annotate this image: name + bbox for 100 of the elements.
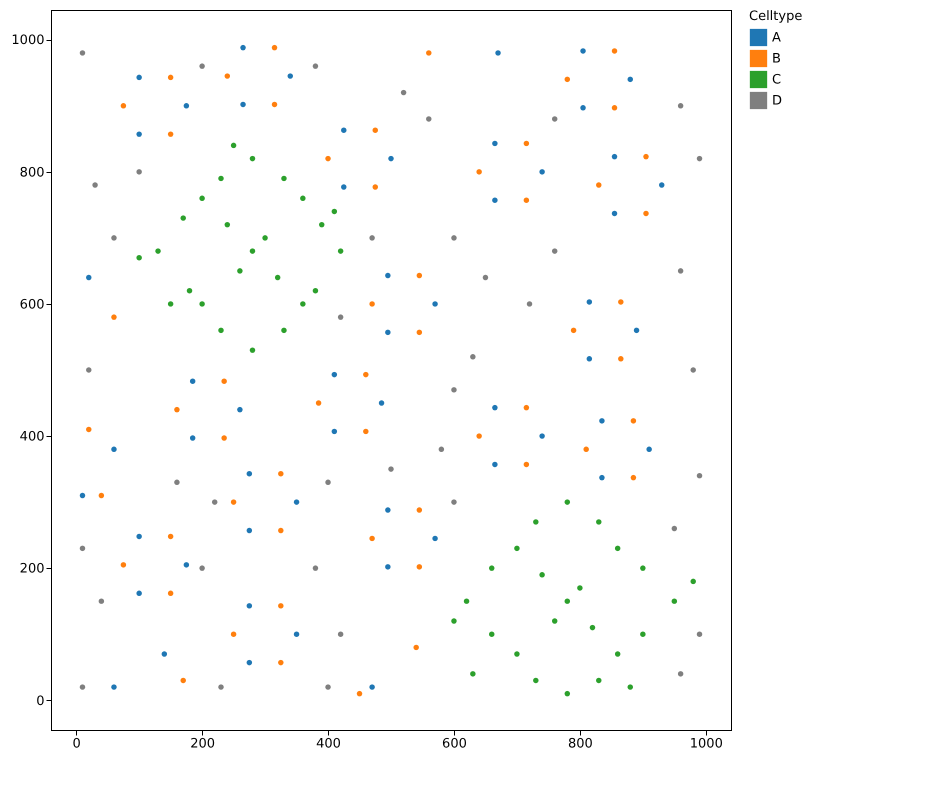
point	[278, 470, 284, 476]
y-tick-label: 400	[20, 430, 44, 445]
x-tick-label: 800	[568, 736, 593, 752]
point	[583, 446, 589, 452]
point	[338, 248, 344, 254]
point	[162, 651, 168, 657]
point	[696, 472, 702, 478]
x-tick-label: 0	[72, 736, 81, 752]
point	[577, 585, 583, 591]
point	[312, 565, 318, 571]
point	[451, 387, 457, 393]
point	[250, 347, 256, 353]
point	[168, 534, 174, 540]
point	[278, 603, 284, 609]
point	[246, 528, 252, 534]
point	[596, 182, 602, 188]
point	[539, 433, 545, 439]
point	[190, 435, 196, 441]
legend-label: C	[772, 72, 782, 88]
point	[533, 519, 539, 525]
point	[240, 102, 246, 108]
point	[612, 48, 618, 54]
point	[643, 154, 649, 160]
point	[470, 671, 476, 677]
point	[246, 660, 252, 666]
point	[464, 598, 470, 604]
point	[426, 50, 432, 56]
point	[612, 154, 618, 160]
point	[630, 418, 636, 424]
point	[470, 354, 476, 360]
point	[492, 198, 498, 203]
point	[451, 618, 457, 624]
point	[369, 235, 375, 241]
point	[199, 565, 205, 571]
point	[224, 73, 230, 79]
point	[416, 564, 422, 570]
point	[325, 156, 331, 162]
point	[524, 140, 530, 146]
point	[492, 462, 498, 468]
point	[230, 142, 236, 148]
point	[539, 572, 545, 578]
point	[341, 184, 347, 190]
point	[363, 428, 369, 434]
point	[552, 248, 558, 254]
legend-title: Celltype	[749, 9, 802, 24]
point	[570, 328, 576, 334]
point	[696, 156, 702, 162]
point	[168, 74, 174, 80]
point	[690, 367, 696, 373]
point	[356, 690, 362, 696]
point	[180, 678, 186, 684]
point	[224, 222, 230, 228]
point	[524, 462, 530, 468]
point	[184, 103, 190, 109]
point	[180, 215, 186, 221]
point	[300, 196, 306, 201]
point	[599, 474, 605, 480]
point	[199, 63, 205, 69]
point	[628, 76, 633, 82]
point	[432, 301, 438, 307]
point	[476, 169, 482, 175]
point	[678, 103, 684, 109]
point	[111, 684, 117, 690]
point	[378, 400, 384, 406]
point	[218, 328, 224, 334]
point	[630, 474, 636, 480]
point	[86, 274, 92, 280]
point	[369, 684, 375, 690]
point	[341, 127, 347, 133]
point	[492, 404, 498, 410]
point	[319, 222, 324, 228]
point	[640, 631, 646, 637]
point	[120, 562, 126, 568]
point	[552, 116, 558, 122]
point	[388, 156, 394, 162]
point	[212, 499, 218, 505]
point	[218, 684, 224, 690]
point	[400, 90, 406, 96]
point	[385, 272, 391, 278]
point	[489, 565, 494, 571]
point	[294, 499, 300, 505]
point	[281, 328, 287, 334]
point	[672, 526, 678, 532]
point	[580, 48, 586, 54]
point	[533, 678, 539, 684]
point	[385, 564, 391, 570]
point	[155, 248, 161, 254]
point	[86, 426, 92, 432]
point	[564, 690, 570, 696]
point	[288, 73, 293, 79]
point	[564, 598, 570, 604]
point	[199, 301, 205, 307]
point	[80, 50, 86, 56]
point	[262, 235, 268, 241]
point	[168, 590, 174, 596]
point	[416, 330, 422, 336]
point	[363, 372, 369, 378]
point	[539, 169, 545, 175]
point	[580, 105, 586, 110]
point	[111, 235, 117, 241]
